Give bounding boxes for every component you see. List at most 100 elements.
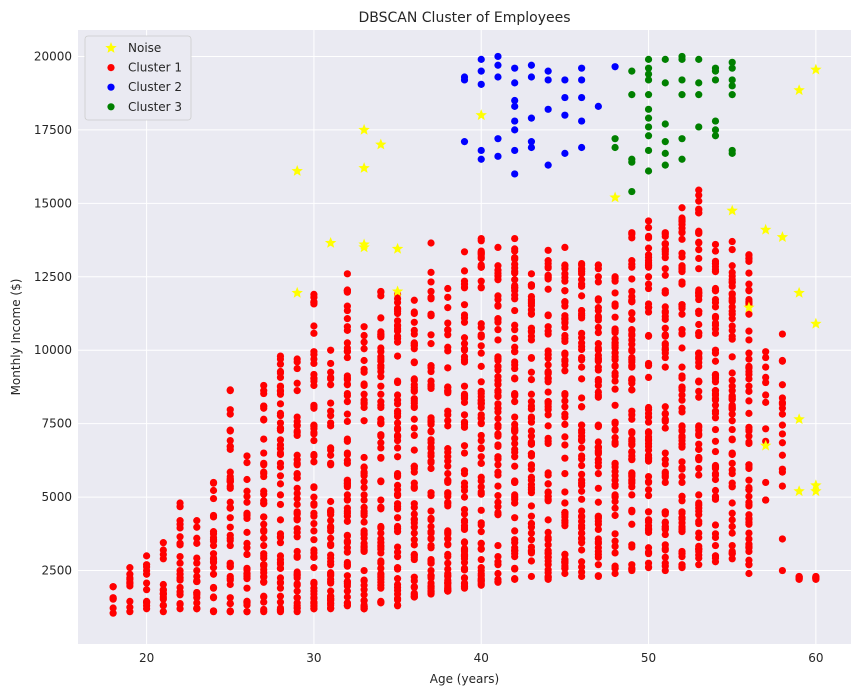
- cluster-1-point: [527, 310, 536, 318]
- cluster-1-point: [561, 277, 569, 285]
- cluster-1-point: [260, 449, 268, 457]
- cluster-1-point: [778, 566, 787, 575]
- cluster-1-point: [578, 394, 586, 402]
- cluster-1-point: [276, 419, 285, 427]
- cluster-3-point: [711, 76, 720, 84]
- cluster-1-point: [728, 516, 736, 524]
- cluster-1-point: [561, 499, 569, 507]
- cluster-1-point: [561, 508, 569, 517]
- cluster-1-point: [527, 368, 536, 376]
- cluster-1-point: [561, 420, 569, 428]
- cluster-1-point: [661, 341, 669, 349]
- cluster-1-point: [695, 265, 703, 273]
- cluster-1-point: [477, 544, 485, 553]
- cluster-1-point: [544, 375, 552, 383]
- cluster-1-point: [427, 239, 435, 247]
- cluster-1-point: [494, 266, 502, 274]
- cluster-1-point: [527, 465, 536, 473]
- cluster-1-point: [193, 605, 201, 613]
- cluster-1-point: [393, 522, 402, 531]
- cluster-1-point: [611, 549, 619, 557]
- cluster-1-point: [527, 432, 536, 440]
- cluster-1-point: [460, 411, 469, 419]
- cluster-1-point: [644, 234, 653, 242]
- cluster-1-point: [243, 511, 251, 519]
- cluster-3-point: [628, 91, 636, 99]
- cluster-1-point: [678, 326, 686, 334]
- cluster-1-point: [377, 314, 385, 322]
- cluster-1-point: [511, 343, 519, 351]
- cluster-1-point: [728, 353, 736, 361]
- cluster-1-point: [209, 494, 218, 503]
- cluster-1-point: [310, 381, 318, 390]
- cluster-1-point: [578, 312, 586, 320]
- cluster-2-point: [511, 79, 519, 87]
- x-tick-label: 30: [306, 651, 321, 665]
- cluster-1-point: [695, 551, 703, 559]
- cluster-3-point: [711, 126, 720, 134]
- cluster-1-point: [460, 449, 469, 457]
- cluster-1-point: [209, 594, 218, 602]
- cluster-1-point: [578, 455, 586, 463]
- cluster-1-point: [360, 323, 368, 331]
- cluster-1-point: [460, 334, 469, 342]
- cluster-1-point: [678, 472, 686, 481]
- cluster-1-point: [511, 434, 519, 442]
- cluster-1-point: [343, 302, 351, 310]
- cluster-1-point: [494, 336, 502, 344]
- cluster-1-point: [260, 534, 268, 542]
- cluster-1-point: [327, 587, 335, 595]
- cluster-1-point: [678, 278, 686, 286]
- cluster-1-point: [678, 458, 686, 466]
- cluster-1-point: [695, 511, 703, 519]
- cluster-1-point: [527, 523, 536, 531]
- y-tick-label: 20000: [34, 49, 72, 63]
- cluster-1-point: [427, 522, 435, 531]
- cluster-1-point: [360, 566, 368, 575]
- cluster-1-point: [561, 331, 569, 340]
- cluster-1-point: [477, 528, 485, 536]
- cluster-1-point: [343, 577, 351, 586]
- cluster-1-point: [728, 335, 736, 343]
- cluster-1-point: [511, 269, 519, 277]
- cluster-1-point: [728, 499, 736, 507]
- cluster-1-point: [644, 418, 653, 426]
- cluster-3-point: [628, 67, 636, 75]
- cluster-1-point: [427, 489, 435, 497]
- cluster-1-point: [578, 470, 586, 478]
- cluster-1-point: [711, 240, 720, 249]
- cluster-1-point: [444, 304, 452, 312]
- cluster-1-point: [578, 476, 586, 484]
- cluster-1-point: [594, 261, 602, 269]
- cluster-1-point: [209, 564, 218, 572]
- cluster-1-point: [477, 555, 485, 564]
- noise-point: [291, 165, 303, 176]
- cluster-1-point: [377, 401, 385, 409]
- cluster-1-point: [226, 427, 234, 435]
- cluster-1-point: [327, 411, 335, 420]
- cluster-1-point: [762, 425, 770, 433]
- cluster-1-point: [661, 508, 669, 516]
- cluster-1-point: [427, 427, 435, 435]
- legend-dot-marker: [107, 64, 115, 72]
- cluster-1-point: [293, 428, 301, 437]
- cluster-1-point: [494, 292, 502, 300]
- cluster-1-point: [778, 398, 787, 406]
- cluster-1-point: [310, 401, 318, 409]
- cluster-1-point: [276, 449, 285, 457]
- cluster-1-point: [778, 482, 787, 490]
- cluster-1-point: [578, 403, 586, 411]
- cluster-1-point: [661, 271, 669, 279]
- cluster-1-point: [728, 555, 736, 563]
- cluster-1-point: [176, 539, 184, 547]
- cluster-1-point: [644, 455, 653, 463]
- noise-point: [291, 286, 303, 298]
- cluster-1-point: [260, 569, 268, 577]
- cluster-1-point: [695, 393, 703, 401]
- cluster-1-point: [243, 475, 251, 484]
- cluster-1-point: [527, 353, 536, 362]
- cluster-1-point: [477, 539, 485, 547]
- cluster-1-point: [477, 399, 485, 407]
- cluster-1-point: [494, 455, 502, 463]
- cluster-2-point: [578, 93, 586, 102]
